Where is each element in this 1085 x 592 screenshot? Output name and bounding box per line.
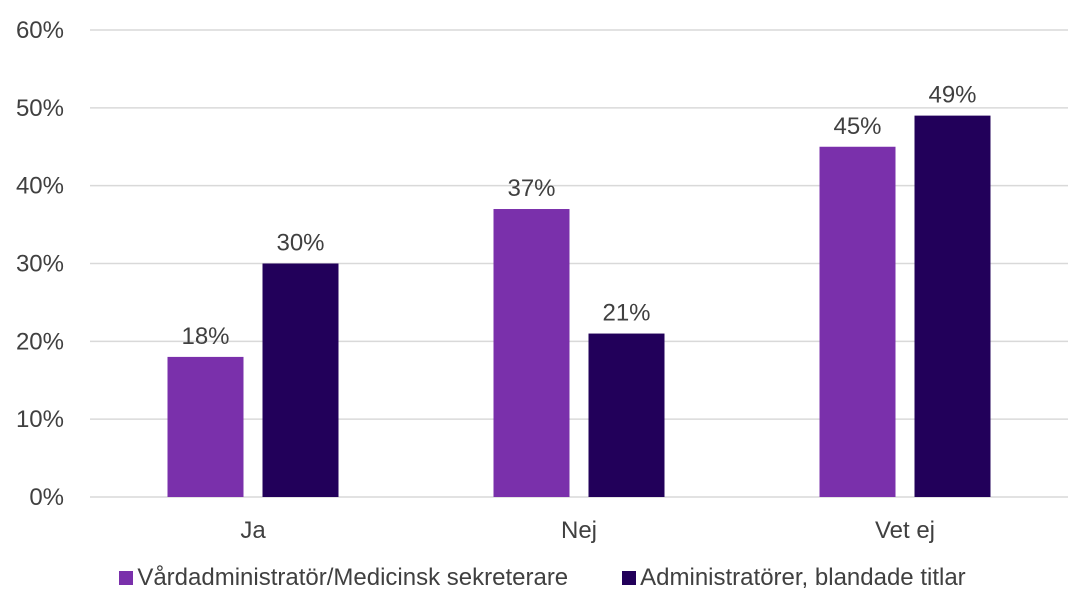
bar-nej-series-2	[588, 333, 665, 497]
bar-vet-ej-series-1	[819, 146, 896, 497]
data-label: 37%	[507, 175, 555, 202]
x-axis-tick-labels: Ja Nej Vet ej	[240, 517, 935, 544]
x-tick-label: Ja	[240, 517, 266, 544]
bar-nej-series-1	[493, 209, 570, 497]
legend-label-series-2: Administratörer, blandade titlar	[640, 564, 966, 591]
bar-ja-series-1	[167, 356, 244, 497]
y-tick-label: 30%	[16, 251, 64, 278]
x-tick-label: Nej	[561, 517, 597, 544]
bar-ja-series-2	[262, 263, 339, 497]
bar-chart: 0%10%20%30%40%50%60% 18%30%37%21%45%49% …	[16, 17, 1068, 544]
data-label: 49%	[928, 82, 976, 109]
bars	[167, 115, 991, 497]
legend-label-series-1: Vårdadministratör/Medicinsk sekreterare	[137, 564, 569, 591]
y-tick-label: 60%	[16, 17, 64, 44]
gridlines	[90, 29, 1068, 498]
y-tick-label: 10%	[16, 406, 64, 433]
y-tick-label: 20%	[16, 328, 64, 355]
data-label: 30%	[276, 230, 324, 257]
data-label: 18%	[181, 323, 229, 350]
y-tick-label: 0%	[29, 484, 64, 511]
legend: Vårdadministratör/Medicinsk sekreterare …	[0, 564, 1085, 592]
y-tick-label: 40%	[16, 173, 64, 200]
legend-swatch-series-2	[622, 571, 637, 585]
legend-item-series-2: Administratörer, blandade titlar	[622, 564, 966, 592]
data-label: 21%	[602, 300, 650, 327]
y-tick-label: 50%	[16, 95, 64, 122]
legend-item-series-1: Vårdadministratör/Medicinsk sekreterare	[119, 564, 568, 592]
data-labels: 18% 30% 37% 21% 45% 49%	[181, 82, 976, 350]
legend-swatch-series-1	[119, 571, 134, 585]
data-label: 45%	[833, 113, 881, 140]
y-axis-tick-labels: 0% 10% 20% 30% 40% 50% 60%	[16, 17, 64, 511]
x-tick-label: Vet ej	[875, 517, 935, 544]
bar-vet-ej-series-2	[914, 115, 991, 497]
